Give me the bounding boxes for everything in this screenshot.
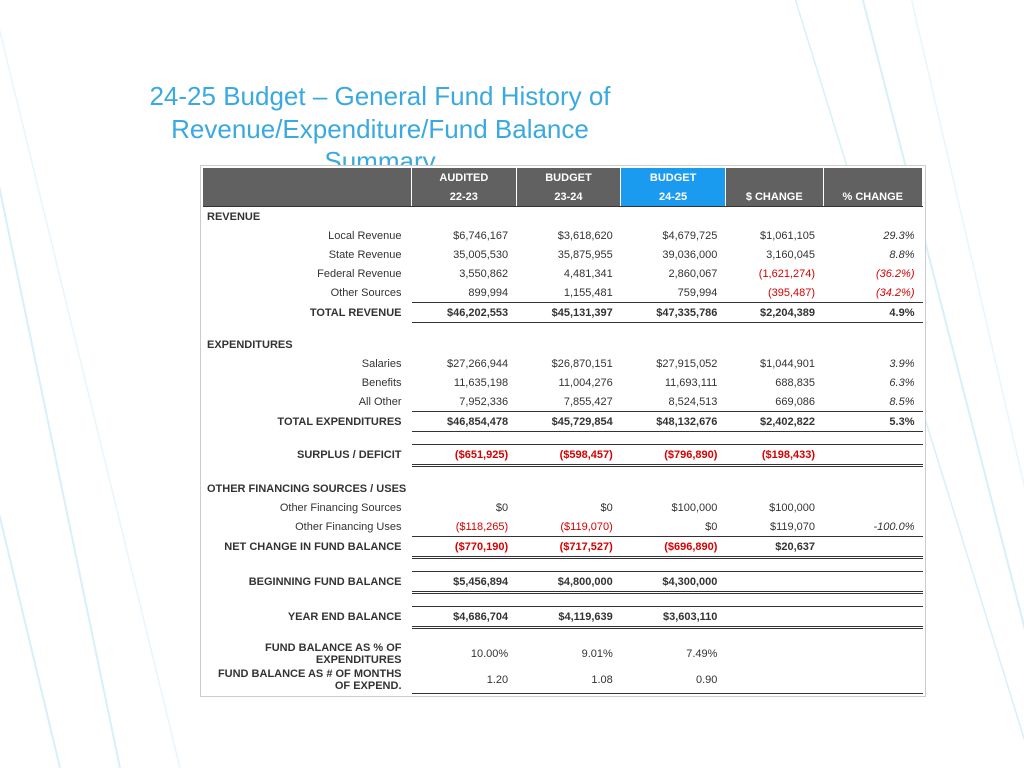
summary-row: NET CHANGE IN FUND BALANCE($770,190)($71…	[203, 537, 923, 558]
header-row-1: AUDITEDBUDGETBUDGET	[203, 168, 923, 187]
page-title: 24-25 Budget – General Fund History of R…	[130, 80, 630, 178]
summary-row: SURPLUS / DEFICIT($651,925)($598,457)($7…	[203, 445, 923, 466]
table-row: Local Revenue$6,746,167$3,618,620$4,679,…	[203, 226, 923, 245]
table-row: Benefits11,635,19811,004,27611,693,11168…	[203, 373, 923, 392]
summary-row: FUND BALANCE AS % OF EXPENDITURES10.00%9…	[203, 641, 923, 667]
table-row: State Revenue35,005,53035,875,95539,036,…	[203, 245, 923, 264]
section-header: EXPENDITURES	[203, 335, 923, 354]
section-header: REVENUE	[203, 207, 923, 227]
total-row: TOTAL REVENUE$46,202,553$45,131,397$47,3…	[203, 303, 923, 323]
summary-row: FUND BALANCE AS # OF MONTHS OF EXPEND.1.…	[203, 667, 923, 693]
total-row: TOTAL EXPENDITURES$46,854,478$45,729,854…	[203, 412, 923, 432]
table-row: Other Financing Uses($118,265)($119,070)…	[203, 517, 923, 537]
table-row: Salaries$27,266,944$26,870,151$27,915,05…	[203, 354, 923, 373]
summary-row: YEAR END BALANCE$4,686,704$4,119,639$3,6…	[203, 607, 923, 628]
table-row: Other Sources899,9941,155,481759,994(395…	[203, 283, 923, 303]
section-header: OTHER FINANCING SOURCES / USES	[203, 479, 923, 498]
summary-row: BEGINNING FUND BALANCE$5,456,894$4,800,0…	[203, 572, 923, 593]
budget-table: AUDITEDBUDGETBUDGET22-2323-2424-25$ CHAN…	[200, 165, 926, 697]
table-row: All Other7,952,3367,855,4278,524,513669,…	[203, 392, 923, 412]
header-row-2: 22-2323-2424-25$ CHANGE% CHANGE	[203, 187, 923, 207]
table-row: Federal Revenue3,550,8624,481,3412,860,0…	[203, 264, 923, 283]
table-row: Other Financing Sources$0$0$100,000$100,…	[203, 498, 923, 517]
